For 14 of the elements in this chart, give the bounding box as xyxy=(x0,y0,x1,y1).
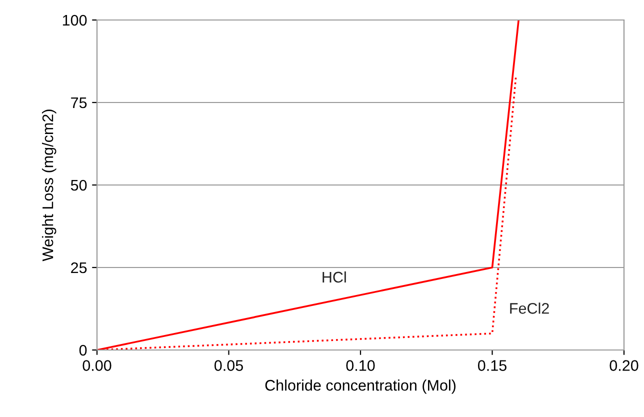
x-axis-title: Chloride concentration (Mol) xyxy=(265,380,456,394)
y-tick-label: 25 xyxy=(71,262,87,274)
y-axis-title: Weight Loss (mg/cm2) xyxy=(42,110,56,262)
y-tick-label: 100 xyxy=(62,14,87,26)
x-tick-label: 0.20 xyxy=(610,360,638,371)
x-tick-label: 0.10 xyxy=(346,360,375,371)
series-label: FeCl2 xyxy=(510,302,549,314)
x-tick-label: 0.00 xyxy=(82,360,112,371)
x-tick-label: 0.15 xyxy=(478,360,506,371)
series-label: HCl xyxy=(322,271,346,283)
y-tick-label: 0 xyxy=(79,344,87,356)
x-tick-label: 0.05 xyxy=(214,360,243,371)
y-tick-label: 50 xyxy=(70,180,87,191)
y-tick-label: 75 xyxy=(71,98,87,108)
